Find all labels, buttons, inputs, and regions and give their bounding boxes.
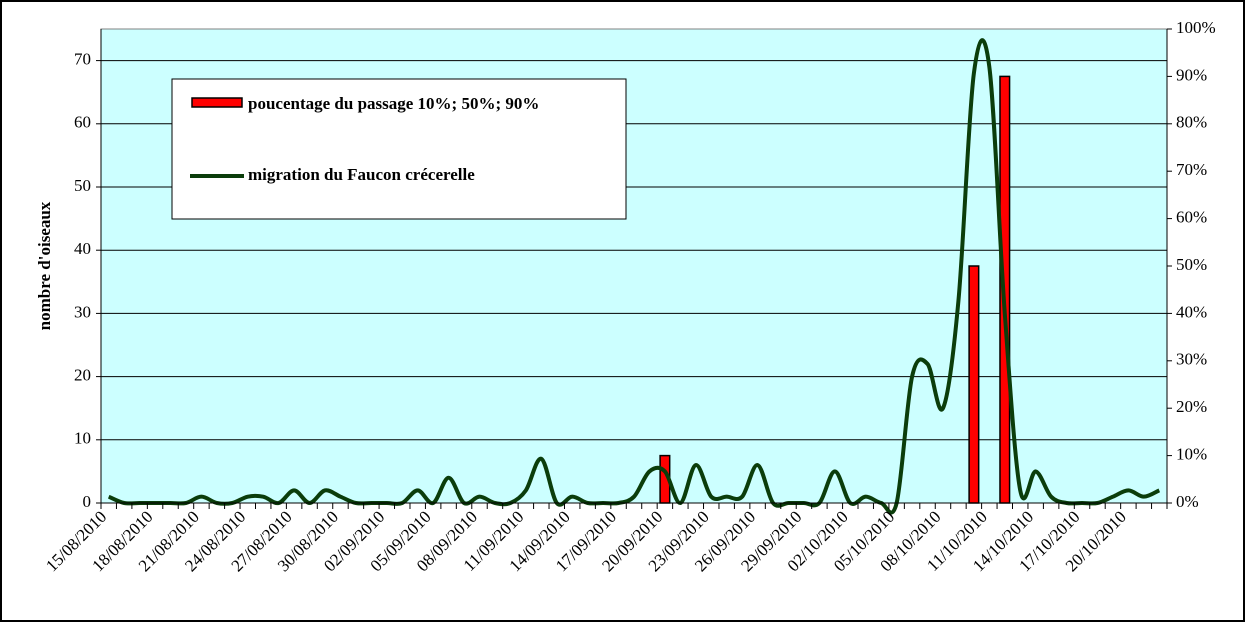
y-tick-label: 0 (83, 492, 92, 511)
y2-tick-label: 40% (1176, 302, 1207, 321)
y2-tick-label: 60% (1176, 208, 1207, 227)
y2-tick-label: 50% (1176, 255, 1207, 274)
y-tick-label: 20 (74, 366, 91, 385)
bar (968, 265, 980, 504)
y-tick-label: 60 (74, 113, 91, 132)
line (107, 38, 1161, 515)
y2-tick-label: 90% (1176, 65, 1207, 84)
y-tick-label: 50 (74, 176, 91, 195)
y-tick-label: 40 (74, 239, 91, 258)
y2-tick-label: 80% (1176, 113, 1207, 132)
legend (171, 78, 627, 220)
y2-tick-label: 20% (1176, 397, 1207, 416)
y2-tick-label: 0% (1176, 492, 1199, 511)
y-tick-label: 10 (74, 429, 91, 448)
y-tick-label: 30 (74, 302, 91, 321)
y2-tick-label: 10% (1176, 445, 1207, 464)
y2-tick-label: 30% (1176, 350, 1207, 369)
legend-swatch (191, 97, 243, 108)
legend-label: migration du Faucon crécerelle (248, 165, 475, 184)
y2-tick-label: 100% (1176, 18, 1216, 37)
legend-label-line: poucentage du passage 10%; 50%; 90% (248, 94, 539, 113)
legend-label: poucentage du passage 10%; 50%; 90% (248, 94, 539, 113)
y2-tick-label: 70% (1176, 160, 1207, 179)
y-tick-label: 70 (74, 50, 91, 69)
y-axis-label: nombre d'oiseaux (35, 201, 54, 330)
